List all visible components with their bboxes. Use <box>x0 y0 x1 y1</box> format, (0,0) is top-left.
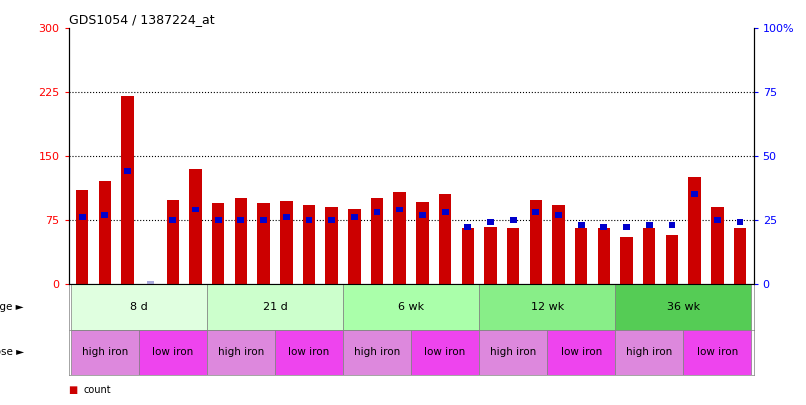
Text: low iron: low iron <box>425 347 466 357</box>
Bar <box>147 281 154 286</box>
Bar <box>71 284 207 330</box>
Bar <box>98 181 111 284</box>
Bar <box>737 219 743 225</box>
Bar <box>343 284 479 330</box>
Bar <box>351 214 358 220</box>
Bar <box>479 330 547 375</box>
Bar <box>666 235 678 284</box>
Bar <box>711 207 724 284</box>
Text: dose ►: dose ► <box>0 347 24 357</box>
Bar <box>102 212 108 217</box>
Bar <box>597 228 610 284</box>
Bar <box>552 205 565 284</box>
Bar <box>509 217 517 223</box>
Bar <box>668 222 675 228</box>
Bar <box>305 217 313 223</box>
Bar <box>326 207 338 284</box>
Bar <box>692 191 698 197</box>
Text: ■: ■ <box>69 385 77 395</box>
Text: 21 d: 21 d <box>263 302 287 312</box>
Bar <box>643 228 655 284</box>
Text: low iron: low iron <box>289 347 330 357</box>
Bar <box>615 330 683 375</box>
Bar <box>235 198 247 284</box>
Bar <box>215 217 222 223</box>
Text: 6 wk: 6 wk <box>398 302 424 312</box>
Bar <box>374 209 380 215</box>
Bar <box>533 209 539 215</box>
Bar <box>479 284 615 330</box>
Text: 8 d: 8 d <box>130 302 147 312</box>
Bar <box>124 168 131 174</box>
Text: high iron: high iron <box>354 347 400 357</box>
Bar <box>397 207 403 213</box>
Bar <box>411 330 479 375</box>
Bar <box>393 192 406 284</box>
Bar <box>167 200 179 284</box>
Bar <box>280 201 293 284</box>
Bar <box>484 226 496 284</box>
Bar <box>733 228 746 284</box>
Bar <box>207 284 343 330</box>
Bar <box>547 330 615 375</box>
Bar <box>212 202 225 284</box>
Bar <box>371 198 384 284</box>
Bar <box>169 217 177 223</box>
Bar <box>688 177 701 284</box>
Text: low iron: low iron <box>696 347 738 357</box>
Bar <box>615 284 751 330</box>
Bar <box>507 228 519 284</box>
Bar <box>79 214 85 220</box>
Text: low iron: low iron <box>561 347 602 357</box>
Text: count: count <box>83 385 110 395</box>
Bar <box>303 205 315 284</box>
Text: age ►: age ► <box>0 302 24 312</box>
Bar <box>283 214 289 220</box>
Bar <box>139 330 207 375</box>
Bar <box>275 330 343 375</box>
Bar <box>348 209 360 284</box>
Text: high iron: high iron <box>626 347 672 357</box>
Bar <box>600 224 607 230</box>
Text: GDS1054 / 1387224_at: GDS1054 / 1387224_at <box>69 13 214 26</box>
Bar <box>238 217 244 223</box>
Bar <box>419 212 426 217</box>
Bar <box>192 207 199 213</box>
Bar <box>189 168 202 284</box>
Bar <box>328 217 335 223</box>
Bar <box>442 209 448 215</box>
Bar <box>646 222 653 228</box>
Bar <box>416 202 429 284</box>
Bar <box>575 228 588 284</box>
Bar <box>487 219 494 225</box>
Bar <box>257 202 270 284</box>
Bar <box>260 217 267 223</box>
Bar <box>714 217 721 223</box>
Text: high iron: high iron <box>218 347 264 357</box>
Bar <box>71 330 139 375</box>
Text: high iron: high iron <box>490 347 536 357</box>
Text: 12 wk: 12 wk <box>530 302 564 312</box>
Bar <box>578 222 584 228</box>
Text: 36 wk: 36 wk <box>667 302 700 312</box>
Bar <box>623 224 630 230</box>
Bar <box>462 228 474 284</box>
Text: low iron: low iron <box>152 347 193 357</box>
Bar <box>555 212 562 217</box>
Bar <box>621 237 633 284</box>
Bar <box>121 96 134 284</box>
Bar <box>76 190 89 284</box>
Text: high iron: high iron <box>81 347 128 357</box>
Bar <box>343 330 411 375</box>
Bar <box>438 194 451 284</box>
Bar <box>530 200 542 284</box>
Bar <box>464 224 472 230</box>
Bar <box>207 330 275 375</box>
Bar <box>683 330 751 375</box>
